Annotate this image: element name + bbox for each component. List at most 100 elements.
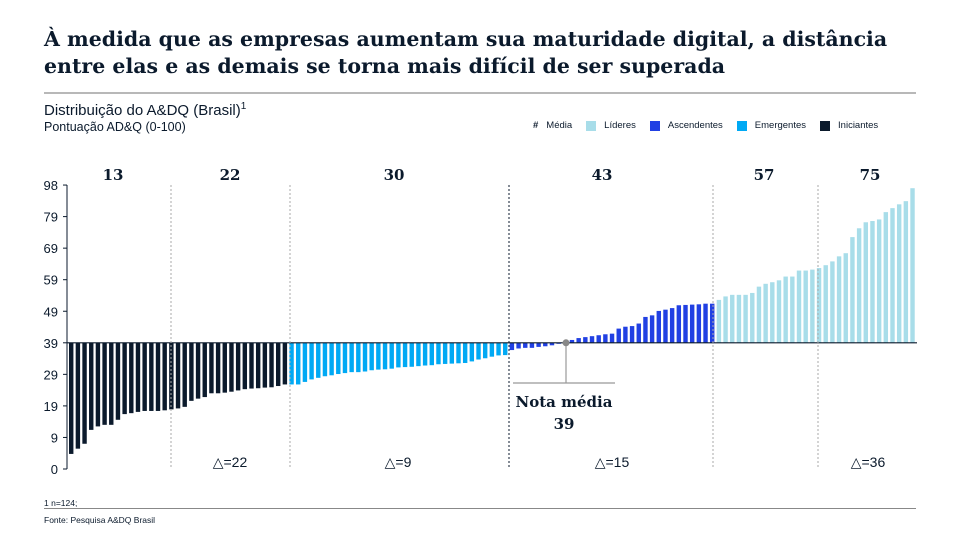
bar-iniciantes bbox=[82, 342, 87, 444]
bar-emergentes bbox=[376, 342, 381, 370]
footer-divider bbox=[44, 508, 916, 509]
bar-emergentes bbox=[416, 342, 421, 367]
bar-iniciantes bbox=[202, 342, 207, 398]
bar-emergentes bbox=[436, 342, 441, 365]
y-tick-label: 29 bbox=[44, 367, 58, 382]
bar-iniciantes bbox=[215, 342, 221, 394]
bar-ascendentes bbox=[669, 308, 675, 343]
bar-ascendentes bbox=[676, 305, 682, 343]
delta-label: △=15 bbox=[595, 454, 630, 470]
bar-emergentes bbox=[469, 342, 475, 362]
bar-líderes bbox=[750, 292, 755, 343]
bar-iniciantes bbox=[282, 342, 288, 385]
bar-líderes bbox=[870, 221, 875, 343]
bar-líderes bbox=[830, 261, 835, 343]
bar-líderes bbox=[810, 269, 815, 343]
bar-líderes bbox=[783, 276, 788, 343]
bar-líderes bbox=[823, 265, 828, 343]
bar-ascendentes bbox=[523, 342, 528, 348]
bar-ascendentes bbox=[549, 342, 555, 346]
bar-líderes bbox=[796, 270, 802, 343]
bar-ascendentes bbox=[636, 323, 641, 343]
bar-iniciantes bbox=[89, 342, 94, 430]
legend-swatch bbox=[586, 120, 597, 131]
delta-label: △=22 bbox=[213, 454, 248, 470]
y-tick-label: 49 bbox=[44, 304, 58, 319]
unit-label: Pontuação AD&Q (0-100) bbox=[44, 120, 186, 134]
group-mean-label: 57 bbox=[754, 166, 775, 184]
mean-symbol: # bbox=[533, 120, 539, 131]
bar-iniciantes bbox=[149, 342, 154, 411]
bar-emergentes bbox=[402, 342, 408, 368]
mean-annotation-label: Nota média bbox=[516, 393, 613, 411]
bar-ascendentes bbox=[643, 316, 648, 343]
mean-annotation-value: 39 bbox=[554, 415, 575, 433]
bar-líderes bbox=[730, 294, 735, 343]
legend-item-ascendentes: Ascendentes bbox=[649, 120, 723, 131]
legend-label: Iniciantes bbox=[838, 120, 879, 131]
bar-ascendentes bbox=[576, 338, 581, 343]
bar-emergentes bbox=[503, 342, 508, 356]
bar-líderes bbox=[876, 219, 882, 343]
y-tick-label: 39 bbox=[44, 336, 58, 351]
bar-ascendentes bbox=[623, 326, 628, 343]
title-line-2: entre elas e as demais se torna mais dif… bbox=[44, 54, 726, 78]
bar-emergentes bbox=[316, 342, 321, 378]
bar-líderes bbox=[756, 286, 762, 343]
bar-líderes bbox=[736, 294, 742, 343]
bar-emergentes bbox=[382, 342, 388, 370]
bar-iniciantes bbox=[129, 342, 134, 414]
bar-emergentes bbox=[296, 342, 301, 385]
bar-iniciantes bbox=[222, 342, 227, 393]
bar-líderes bbox=[716, 299, 722, 343]
bar-líderes bbox=[776, 280, 782, 343]
bar-líderes bbox=[723, 296, 728, 343]
group-mean-label: 75 bbox=[860, 166, 881, 184]
bar-ascendentes bbox=[703, 303, 708, 343]
bar-ascendentes bbox=[529, 342, 535, 348]
bar-iniciantes bbox=[175, 342, 181, 409]
subtitle-text: Distribuição do A&DQ (Brasil) bbox=[44, 102, 241, 119]
bar-líderes bbox=[850, 237, 855, 343]
bar-líderes bbox=[816, 268, 822, 343]
y-tick-label: 98 bbox=[44, 178, 58, 193]
bar-emergentes bbox=[409, 342, 414, 367]
bar-líderes bbox=[903, 201, 909, 343]
bar-emergentes bbox=[442, 342, 448, 364]
bar-ascendentes bbox=[689, 304, 695, 343]
bar-ascendentes bbox=[543, 342, 548, 347]
bar-ascendentes bbox=[583, 337, 588, 343]
bar-líderes bbox=[863, 222, 868, 343]
legend-item-emergentes: Emergentes bbox=[736, 120, 807, 131]
chart-subtitle: Distribuição do A&DQ (Brasil)1 bbox=[44, 101, 246, 119]
bar-iniciantes bbox=[235, 342, 241, 391]
bar-emergentes bbox=[429, 342, 434, 366]
page-title: À medida que as empresas aumentam sua ma… bbox=[44, 26, 924, 80]
legend-item-lideres: Líderes bbox=[586, 120, 636, 131]
bar-emergentes bbox=[342, 342, 348, 374]
bar-ascendentes bbox=[629, 326, 635, 343]
bar-emergentes bbox=[489, 342, 495, 357]
bar-iniciantes bbox=[115, 342, 121, 420]
bar-ascendentes bbox=[509, 342, 515, 351]
bar-emergentes bbox=[482, 342, 488, 359]
bar-emergentes bbox=[389, 342, 394, 369]
bar-ascendentes bbox=[696, 304, 702, 343]
footnote: 1 n=124; bbox=[44, 498, 78, 508]
footnote-marker: 1 bbox=[240, 101, 247, 112]
legend: # Média Líderes Ascendentes Emergentes In… bbox=[533, 120, 892, 131]
bar-ascendentes bbox=[596, 335, 601, 343]
bar-ascendentes bbox=[589, 336, 595, 343]
y-tick-label: 0 bbox=[51, 462, 58, 477]
bar-iniciantes bbox=[142, 342, 147, 411]
bar-emergentes bbox=[422, 342, 428, 366]
bar-ascendentes bbox=[710, 303, 715, 343]
legend-label: Emergentes bbox=[754, 120, 807, 131]
bar-iniciantes bbox=[189, 342, 194, 401]
bar-iniciantes bbox=[275, 342, 281, 387]
bar-líderes bbox=[883, 212, 889, 343]
bar-iniciantes bbox=[162, 342, 167, 411]
bar-emergentes bbox=[349, 342, 354, 373]
source-note: Fonte: Pesquisa A&DQ Brasil bbox=[44, 515, 156, 525]
bar-ascendentes bbox=[663, 309, 668, 343]
